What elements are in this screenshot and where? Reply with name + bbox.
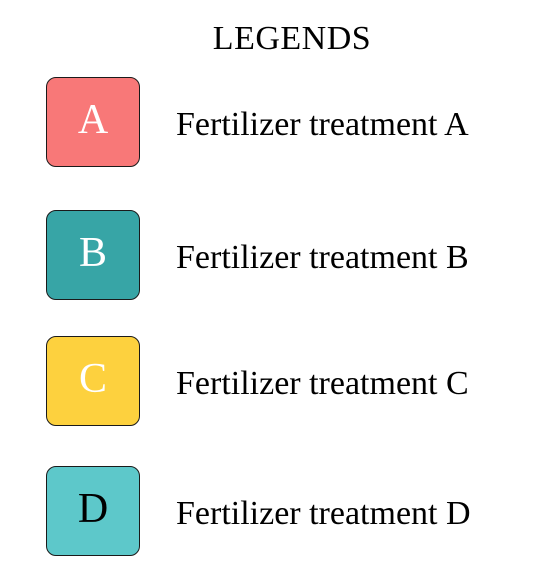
swatch-letter-d: D [77, 486, 109, 532]
legend-title: LEGENDS [212, 20, 372, 57]
swatch-d: D [46, 466, 140, 556]
swatch-b: B [46, 210, 140, 300]
swatch-letter-b: B [78, 230, 107, 276]
swatch-a: A [46, 77, 140, 167]
legend-item-b: B Fertilizer treatment B [0, 209, 548, 305]
swatch-letter-a: A [77, 97, 109, 143]
legend-label-d: Fertilizer treatment D [176, 495, 471, 532]
swatch-c: C [46, 336, 140, 426]
legend-label-a: Fertilizer treatment A [176, 106, 469, 143]
legend-label-c: Fertilizer treatment C [176, 365, 469, 402]
legend-item-a: A Fertilizer treatment A [0, 76, 548, 172]
legend-item-d: D Fertilizer treatment D [0, 465, 548, 561]
legend-label-b: Fertilizer treatment B [176, 239, 469, 276]
legend-item-c: C Fertilizer treatment C [0, 335, 548, 431]
swatch-letter-c: C [78, 356, 107, 402]
